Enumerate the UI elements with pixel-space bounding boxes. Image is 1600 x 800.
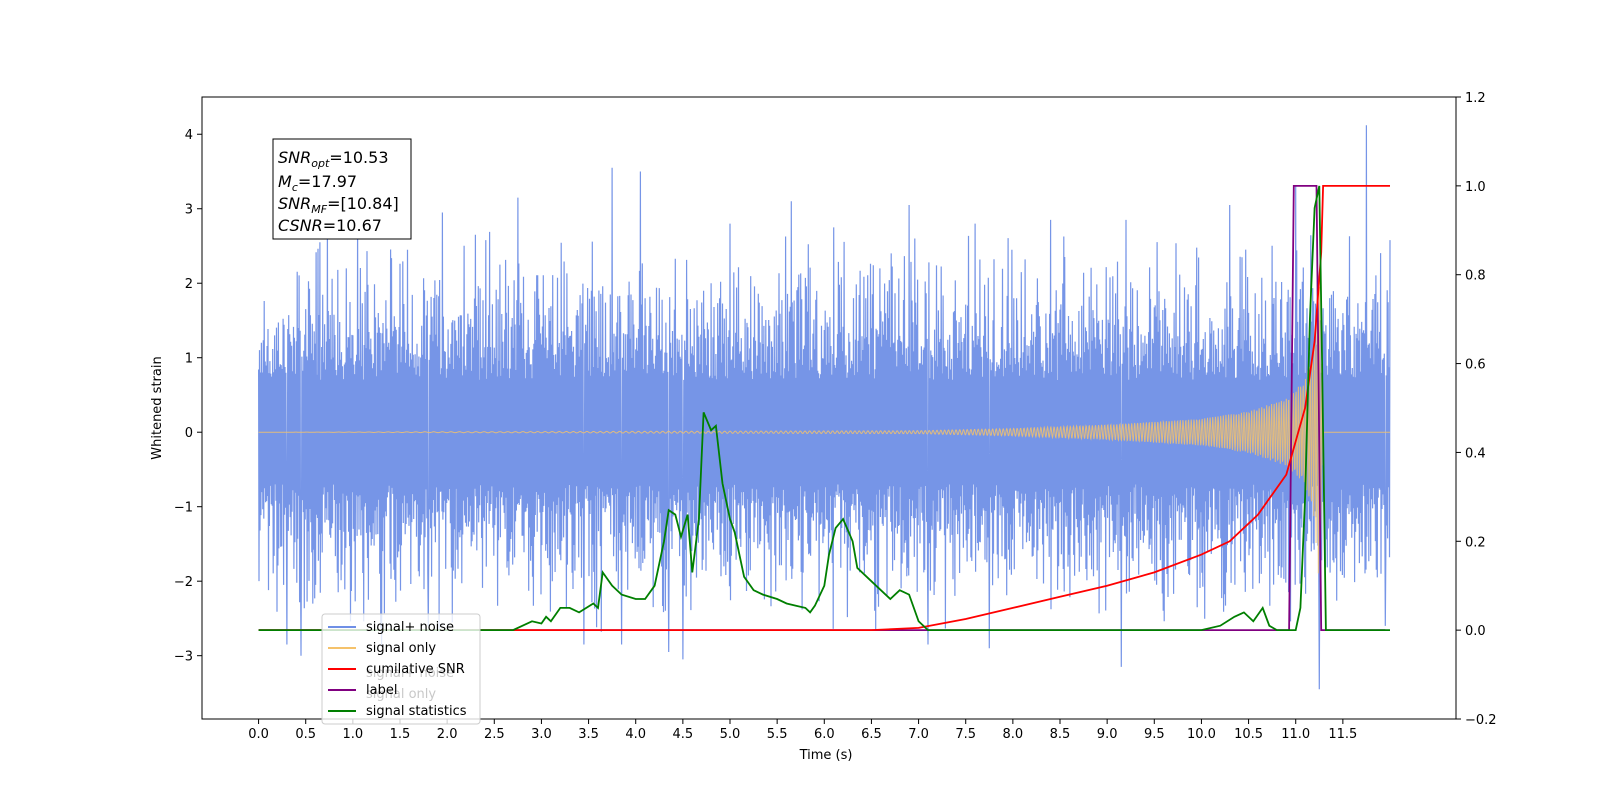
x-axis-ticks: 0.0 0.5 1.0 1.5 2.0 2.5 3.0 3.5 4.0 4.5 5.0 5.5 6.0 6…	[248, 719, 1357, 742]
x-tick-label: 3.0	[531, 727, 552, 742]
y2-tick-label: 0.2	[1465, 535, 1486, 550]
legend-box	[321, 613, 481, 725]
x-tick-label: 2.0	[437, 727, 458, 742]
x-tick-label: 11.0	[1281, 727, 1310, 742]
x-tick-label: 11.5	[1328, 727, 1357, 742]
x-tick-label: 5.0	[720, 727, 741, 742]
signal-only-line	[258, 286, 1390, 574]
series-layer	[258, 125, 1391, 690]
y-tick-label: 0	[185, 426, 193, 441]
x-tick-label: 7.5	[955, 727, 976, 742]
x-tick-label: 7.0	[908, 727, 929, 742]
x-tick-label: 9.5	[1144, 727, 1165, 742]
y2-tick-label: 0.4	[1465, 446, 1486, 461]
y-tick-label: 2	[185, 277, 193, 292]
x-tick-label: 0.5	[295, 727, 316, 742]
csnr-text: CSNR=10.67	[278, 216, 382, 235]
x-tick-label: 1.5	[390, 727, 411, 742]
chirp-mass-text: Mc=17.97	[278, 172, 357, 194]
annotation-box	[272, 138, 412, 240]
x-tick-label: 10.5	[1234, 727, 1263, 742]
y2-tick-label: 1.2	[1465, 91, 1486, 106]
x-tick-label: 6.0	[814, 727, 835, 742]
legend-label-signal-noise: signal+ noise	[366, 620, 454, 635]
stats-annotation: SNRopt=10.53 Mc=17.97 SNRMF=[10.84] CSNR…	[272, 138, 412, 240]
x-tick-label: 0.0	[248, 727, 269, 742]
x-tick-label: 10.0	[1187, 727, 1216, 742]
legend-label-signal-only: signal only	[366, 641, 436, 656]
plot-frame	[201, 96, 1457, 720]
snr-opt-text: SNRopt=10.53	[278, 148, 389, 170]
y-axis-label: Whitened strain	[150, 356, 165, 459]
x-tick-label: 1.0	[343, 727, 364, 742]
y-tick-label: −2	[174, 575, 193, 590]
y-tick-label: −3	[174, 650, 193, 665]
x-tick-label: 3.5	[578, 727, 599, 742]
legend: signal+ noise signal only signal+ noise …	[321, 613, 481, 725]
x-tick-label: 4.5	[673, 727, 694, 742]
legend-ghost-label-1: signal+ noise	[366, 666, 454, 681]
legend-ghost-label-2: signal only	[366, 687, 436, 702]
y2-tick-label: 0.8	[1465, 269, 1486, 284]
x-tick-label: 8.5	[1050, 727, 1071, 742]
x-tick-label: 9.0	[1097, 727, 1118, 742]
x-tick-label: 6.5	[861, 727, 882, 742]
x-tick-label: 4.0	[625, 727, 646, 742]
legend-label-cumulative-snr: cumilative SNR	[366, 662, 465, 677]
legend-label-label: label	[366, 683, 397, 698]
y-tick-label: 4	[185, 128, 193, 143]
x-tick-label: 2.5	[484, 727, 505, 742]
x-tick-label: 5.5	[767, 727, 788, 742]
signal-noise-line	[258, 125, 1391, 690]
x-axis-label: Time (s)	[799, 748, 853, 763]
y2-axis-ticks: −0.2 0.0 0.2 0.4 0.6 0.8 1.0 1.2	[1456, 91, 1497, 728]
y2-tick-label: −0.2	[1465, 713, 1497, 728]
y-tick-label: 3	[185, 203, 193, 218]
x-tick-label: 8.0	[1003, 727, 1024, 742]
y-axis-ticks: −3 −2 −1 0 1 2 3 4	[174, 128, 202, 665]
y2-tick-label: 1.0	[1465, 180, 1486, 195]
snr-mf-text: SNRMF=[10.84]	[278, 194, 399, 216]
cumulative-snr-line	[258, 185, 1390, 631]
signal-statistics-line	[258, 185, 1390, 631]
y-tick-label: −1	[174, 501, 193, 516]
y-tick-label: 1	[185, 352, 193, 367]
y2-tick-label: 0.6	[1465, 358, 1486, 373]
legend-label-signal-statistics: signal statistics	[366, 704, 467, 719]
y2-tick-label: 0.0	[1465, 624, 1486, 639]
